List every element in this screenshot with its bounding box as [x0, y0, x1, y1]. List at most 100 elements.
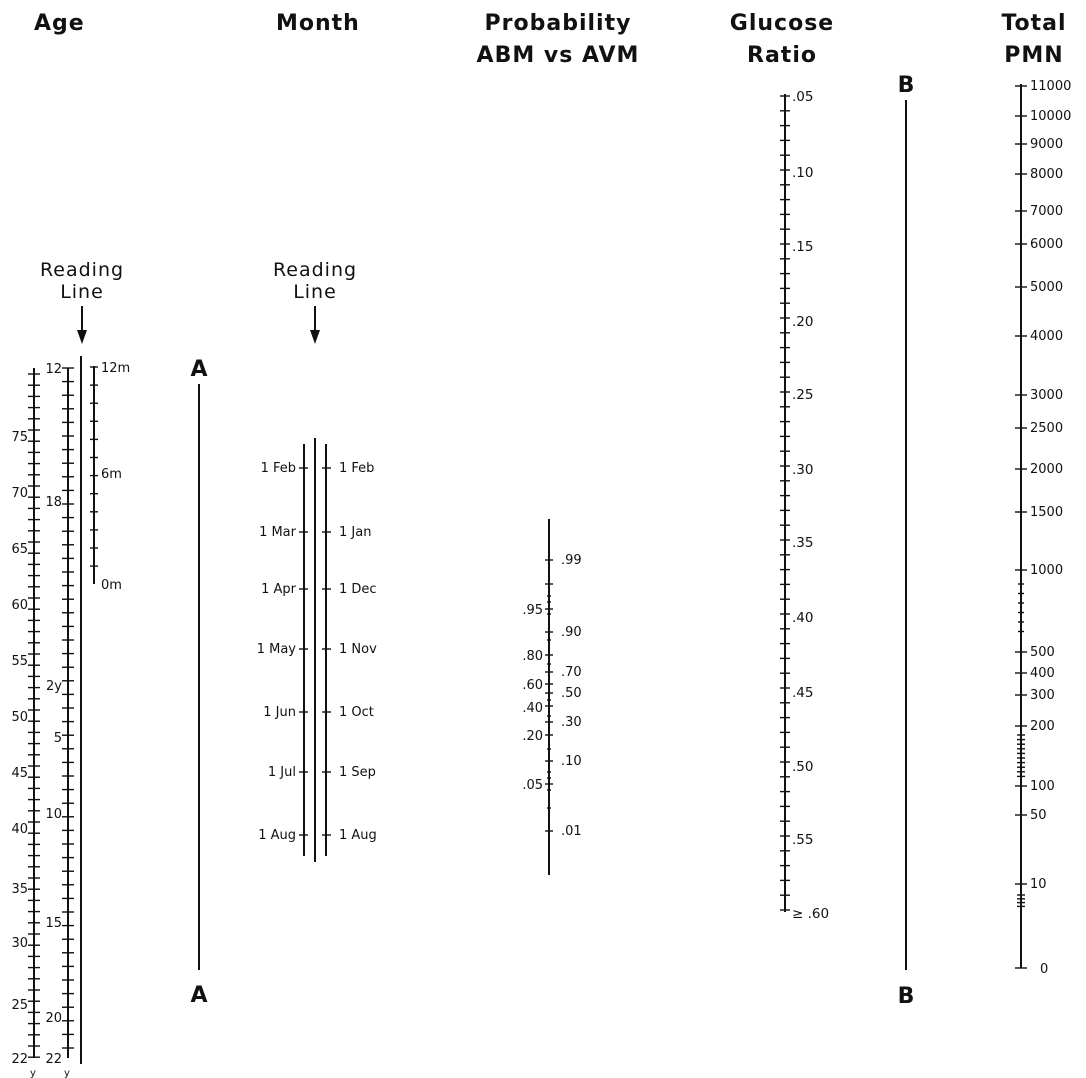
reading-line-month: Reading Line [273, 259, 357, 344]
pmn-ticks [1015, 85, 1027, 969]
reading-line-label-2: Line [60, 281, 104, 303]
glucose-label: .45 [792, 685, 813, 701]
pmn-label: 3000 [1030, 388, 1063, 403]
month-left-label: 1 Jul [268, 765, 296, 780]
glucose-label: ≥ .60 [792, 906, 829, 922]
age-label-45: 45 [11, 766, 28, 781]
total-pmn-axis: 11000 10000 9000 8000 7000 6000 5000 400… [1015, 79, 1071, 977]
glucose-label: .15 [792, 239, 813, 255]
probability-label: .01 [561, 824, 582, 839]
month-axis: 1 Feb 1 Mar 1 Apr 1 May 1 Jun 1 Jul 1 Au… [257, 438, 377, 862]
pivot-label-a-top: A [190, 357, 207, 382]
age-label-65: 65 [11, 542, 28, 557]
glucose-label: .05 [792, 89, 813, 105]
pmn-label: 2000 [1030, 462, 1063, 477]
reading-line-label-2: Line [293, 281, 337, 303]
glucose-label: .55 [792, 832, 813, 848]
age-inner-label-5: 5 [54, 731, 62, 746]
arrow-down-icon [77, 330, 87, 344]
month-ticks [299, 467, 331, 836]
month-left-label: 1 Mar [259, 525, 297, 540]
age-label-22: 22 [11, 1052, 28, 1067]
month-right-label: 1 Feb [339, 461, 374, 476]
age-inner-label-22: 22 [45, 1052, 62, 1067]
age-inner-unit-y: y [64, 1068, 70, 1078]
age-month-label-6m: 6m [101, 467, 122, 482]
month-left-label: 1 Jun [263, 705, 296, 720]
pmn-label: 9000 [1030, 137, 1063, 152]
month-right-label: 1 Jan [339, 525, 371, 540]
probability-label: .60 [522, 678, 543, 693]
glucose-label: .10 [792, 165, 813, 181]
pmn-label: 4000 [1030, 329, 1063, 344]
reading-line-label-1: Reading [273, 259, 357, 281]
probability-label: .99 [561, 553, 582, 568]
age-left-ticks [28, 373, 40, 1058]
probability-label: .90 [561, 625, 582, 640]
glucose-ticks [780, 95, 790, 911]
probability-ticks [545, 559, 553, 832]
pmn-label: 400 [1030, 666, 1055, 681]
probability-label: .70 [561, 665, 582, 680]
age-inner-label-15: 15 [45, 916, 62, 931]
age-inner-label-2y: 2y [46, 679, 62, 694]
probability-label: .50 [561, 686, 582, 701]
age-inner-label-12: 12 [45, 362, 62, 377]
probability-label: .10 [561, 754, 582, 769]
age-label-35: 35 [11, 882, 28, 897]
pmn-label: 6000 [1030, 237, 1063, 252]
pmn-label: 0 [1040, 962, 1048, 977]
pmn-label: 5000 [1030, 280, 1063, 295]
age-inner-ticks [62, 367, 74, 1049]
month-right-label: 1 Nov [339, 642, 377, 657]
pmn-label: 2500 [1030, 421, 1063, 436]
month-right-label: 1 Sep [339, 765, 376, 780]
glucose-label: .25 [792, 387, 813, 403]
month-left-label: 1 Aug [258, 828, 296, 843]
header-age: Age [34, 11, 85, 36]
glucose-label: .30 [792, 462, 813, 478]
pmn-label: 10000 [1030, 109, 1071, 124]
pmn-label: 7000 [1030, 204, 1063, 219]
reading-line-age: Reading Line [40, 259, 124, 344]
age-label-40: 40 [11, 822, 28, 837]
age-label-30: 30 [11, 936, 28, 951]
probability-label: .05 [522, 778, 543, 793]
age-inner-label-20: 20 [45, 1011, 62, 1026]
age-month-label-0m: 0m [101, 578, 122, 593]
pivot-label-b-bottom: B [898, 984, 915, 1009]
glucose-label: .20 [792, 314, 813, 330]
glucose-label: .35 [792, 535, 813, 551]
probability-label: .95 [522, 603, 543, 618]
age-label-60: 60 [11, 598, 28, 613]
age-label-25: 25 [11, 998, 28, 1013]
month-left-label: 1 Feb [261, 461, 296, 476]
pivot-label-a-bottom: A [190, 983, 207, 1008]
reading-line-label-1: Reading [40, 259, 124, 281]
header-glucose-line2: Ratio [747, 43, 817, 68]
header-probability-line2: ABM vs AVM [477, 43, 640, 68]
pivot-label-b-top: B [898, 73, 915, 98]
pivot-line-b: B B [898, 73, 915, 1009]
pmn-label: 11000 [1030, 79, 1071, 94]
pivot-line-a: A A [190, 357, 207, 1008]
header-pmn-line2: PMN [1004, 43, 1063, 68]
age-axis: 75 70 65 60 55 50 45 40 35 30 25 22 y 12… [11, 356, 130, 1078]
probability-label: .20 [522, 729, 543, 744]
probability-label: .80 [522, 649, 543, 664]
age-label-55: 55 [11, 654, 28, 669]
pmn-label: 8000 [1030, 167, 1063, 182]
age-month-label-12m: 12m [101, 361, 130, 376]
age-label-70: 70 [11, 486, 28, 501]
age-inner-label-10: 10 [45, 807, 62, 822]
age-label-50: 50 [11, 710, 28, 725]
pmn-label: 500 [1030, 645, 1055, 660]
glucose-label: .40 [792, 610, 813, 626]
age-month-ticks [90, 366, 98, 567]
header-month: Month [276, 11, 360, 36]
arrow-down-icon [310, 330, 320, 344]
glucose-label: .50 [792, 759, 813, 775]
probability-label: .30 [561, 715, 582, 730]
header-probability-line1: Probability [485, 11, 632, 36]
